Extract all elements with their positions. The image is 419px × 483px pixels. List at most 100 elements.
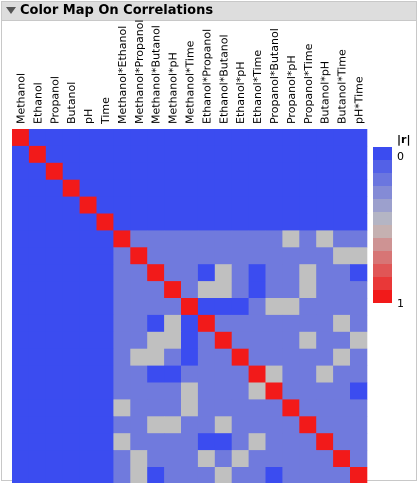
heatmap-cell[interactable] [316,416,334,434]
heatmap-cell[interactable] [350,331,368,350]
heatmap-cell[interactable] [79,129,97,147]
heatmap-cell[interactable] [130,281,148,299]
heatmap-cell[interactable] [350,399,368,417]
heatmap-cell[interactable] [248,230,266,248]
heatmap-cell[interactable] [282,433,300,451]
heatmap-cell[interactable] [130,230,148,248]
heatmap-cell[interactable] [45,129,64,147]
heatmap-cell[interactable] [130,145,148,164]
heatmap-cell[interactable] [62,264,80,282]
heatmap-cell[interactable] [147,331,165,350]
heatmap-cell[interactable] [333,162,351,181]
heatmap-cell[interactable] [12,382,30,400]
heatmap-cell[interactable] [265,196,283,214]
heatmap-cell[interactable] [164,281,182,299]
heatmap-cell[interactable] [197,162,216,181]
heatmap-cell[interactable] [214,298,233,316]
heatmap-cell[interactable] [231,348,249,366]
heatmap-cell[interactable] [79,416,97,434]
heatmap-cell[interactable] [248,213,266,231]
heatmap-cell[interactable] [316,281,334,299]
heatmap-cell[interactable] [214,196,233,214]
heatmap-cell[interactable] [265,298,283,316]
heatmap-cell[interactable] [113,450,131,468]
heatmap-cell[interactable] [28,433,47,451]
heatmap-cell[interactable] [231,179,249,197]
heatmap-cell[interactable] [147,247,165,265]
heatmap-cell[interactable] [333,129,351,147]
heatmap-cell[interactable] [12,264,30,282]
heatmap-cell[interactable] [96,331,114,350]
heatmap-cell[interactable] [28,264,47,282]
heatmap-cell[interactable] [28,213,47,231]
heatmap-cell[interactable] [197,348,216,366]
heatmap-cell[interactable] [130,399,148,417]
heatmap-cell[interactable] [79,298,97,316]
heatmap-cell[interactable] [214,314,233,333]
heatmap-cell[interactable] [147,129,165,147]
heatmap-cell[interactable] [299,162,317,181]
heatmap-cell[interactable] [265,179,283,197]
heatmap-cell[interactable] [214,247,233,265]
heatmap-cell[interactable] [28,331,47,350]
heatmap-cell[interactable] [316,129,334,147]
heatmap-cell[interactable] [181,298,199,316]
heatmap-cell[interactable] [197,129,216,147]
heatmap-cell[interactable] [96,145,114,164]
heatmap-cell[interactable] [130,298,148,316]
heatmap-cell[interactable] [299,213,317,231]
heatmap-cell[interactable] [28,467,47,483]
heatmap-cell[interactable] [333,230,351,248]
heatmap-cell[interactable] [231,129,249,147]
heatmap-cell[interactable] [12,281,30,299]
heatmap-cell[interactable] [316,433,334,451]
heatmap-cell[interactable] [147,450,165,468]
heatmap-cell[interactable] [181,247,199,265]
heatmap-cell[interactable] [231,382,249,400]
heatmap-cell[interactable] [333,145,351,164]
heatmap-cell[interactable] [130,467,148,483]
heatmap-cell[interactable] [181,382,199,400]
heatmap-cell[interactable] [350,145,368,164]
heatmap-cell[interactable] [113,145,131,164]
heatmap-cell[interactable] [181,230,199,248]
heatmap-cell[interactable] [45,416,64,434]
heatmap-cell[interactable] [147,281,165,299]
heatmap-cell[interactable] [113,179,131,197]
heatmap-cell[interactable] [350,281,368,299]
heatmap-cell[interactable] [299,281,317,299]
heatmap-cell[interactable] [62,196,80,214]
heatmap-cell[interactable] [248,416,266,434]
heatmap-cell[interactable] [316,298,334,316]
heatmap-cell[interactable] [316,382,334,400]
heatmap-cell[interactable] [12,416,30,434]
heatmap-cell[interactable] [113,399,131,417]
heatmap-cell[interactable] [79,247,97,265]
heatmap-cell[interactable] [28,230,47,248]
heatmap-cell[interactable] [265,213,283,231]
heatmap-cell[interactable] [197,298,216,316]
heatmap-cell[interactable] [164,399,182,417]
heatmap-cell[interactable] [248,331,266,350]
heatmap-cell[interactable] [214,382,233,400]
heatmap-cell[interactable] [12,179,30,197]
heatmap-cell[interactable] [181,365,199,383]
heatmap-cell[interactable] [299,247,317,265]
heatmap-cell[interactable] [350,348,368,366]
heatmap-cell[interactable] [197,281,216,299]
heatmap-cell[interactable] [12,365,30,383]
heatmap-cell[interactable] [231,450,249,468]
heatmap-cell[interactable] [333,213,351,231]
heatmap-cell[interactable] [248,179,266,197]
heatmap-cell[interactable] [62,365,80,383]
heatmap-cell[interactable] [231,365,249,383]
heatmap-cell[interactable] [231,281,249,299]
heatmap-cell[interactable] [282,416,300,434]
heatmap-cell[interactable] [299,348,317,366]
heatmap-cell[interactable] [147,365,165,383]
heatmap-cell[interactable] [96,213,114,231]
heatmap-cell[interactable] [316,467,334,483]
heatmap-cell[interactable] [231,213,249,231]
heatmap-cell[interactable] [197,467,216,483]
heatmap-cell[interactable] [248,196,266,214]
